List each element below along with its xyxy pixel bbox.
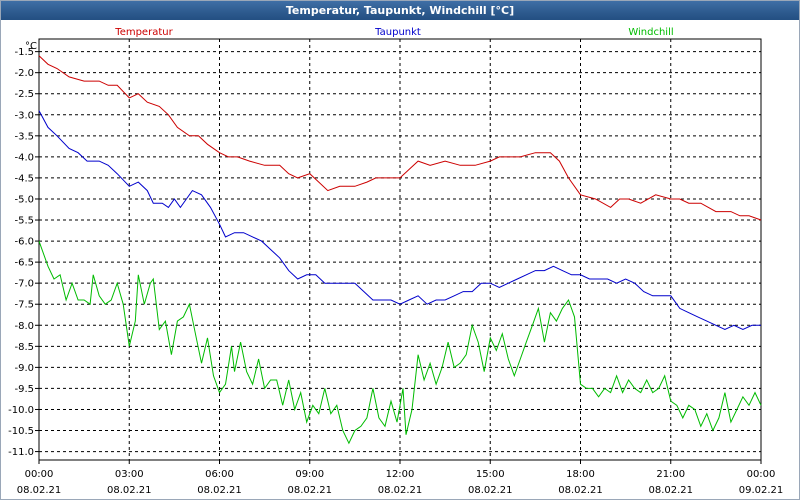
y-tick-label: -11.0 [8, 447, 34, 458]
x-tick-time-label: 06:00 [205, 469, 234, 480]
y-tick-label: -5.5 [14, 216, 34, 227]
x-tick-date-label: 08.02.21 [287, 485, 332, 496]
y-tick-label: -10.0 [8, 405, 34, 416]
series-line-windchill [38, 240, 762, 445]
x-tick-time-label: 21:00 [656, 469, 685, 480]
x-tick-time-label: 00:00 [747, 469, 776, 480]
y-tick-label: -7.0 [14, 279, 34, 290]
y-tick-label: -5.0 [14, 194, 34, 205]
x-tick-date-label: 08.02.21 [197, 485, 242, 496]
x-tick-date-label: 08.02.21 [468, 485, 513, 496]
x-tick-date-label: 08.02.21 [378, 485, 423, 496]
x-tick-date-label: 08.02.21 [558, 485, 603, 496]
y-tick-label: -2.0 [14, 68, 34, 79]
y-tick-label: -4.0 [14, 152, 34, 163]
y-tick-label: -7.5 [14, 300, 34, 311]
legend-label-temperatur: Temperatur [114, 27, 173, 38]
legend-label-windchill: Windchill [628, 27, 673, 38]
y-tick-label: -3.0 [14, 110, 34, 121]
x-tick-date-label: 09.02.21 [739, 485, 784, 496]
y-tick-label: -2.5 [14, 89, 34, 100]
y-tick-label: -1.5 [14, 47, 34, 58]
y-tick-label: -8.5 [14, 342, 34, 353]
x-tick-date-label: 08.02.21 [17, 485, 62, 496]
x-tick-time-label: 18:00 [566, 469, 595, 480]
y-tick-label: -3.5 [14, 131, 34, 142]
x-tick-time-label: 12:00 [386, 469, 415, 480]
y-tick-label: -10.5 [8, 426, 34, 437]
y-tick-label: -9.0 [14, 363, 34, 374]
y-tick-label: -9.5 [14, 384, 34, 395]
y-tick-label: -6.5 [14, 258, 34, 269]
x-tick-time-label: 15:00 [476, 469, 505, 480]
window-title: Temperatur, Taupunkt, Windchill [°C] [1, 1, 799, 20]
x-tick-time-label: 00:00 [25, 469, 54, 480]
series-line-taupunkt [38, 110, 761, 331]
x-tick-time-label: 03:00 [115, 469, 144, 480]
y-tick-label: -8.0 [14, 321, 34, 332]
legend-label-taupunkt: Taupunkt [374, 27, 421, 38]
series-line-temperatur [38, 55, 762, 221]
y-tick-label: -4.5 [14, 173, 34, 184]
x-tick-date-label: 08.02.21 [107, 485, 152, 496]
y-axis-unit-label: °C [25, 41, 37, 52]
x-tick-time-label: 09:00 [295, 469, 324, 480]
y-tick-label: -6.0 [14, 237, 34, 248]
x-tick-date-label: 08.02.21 [648, 485, 693, 496]
